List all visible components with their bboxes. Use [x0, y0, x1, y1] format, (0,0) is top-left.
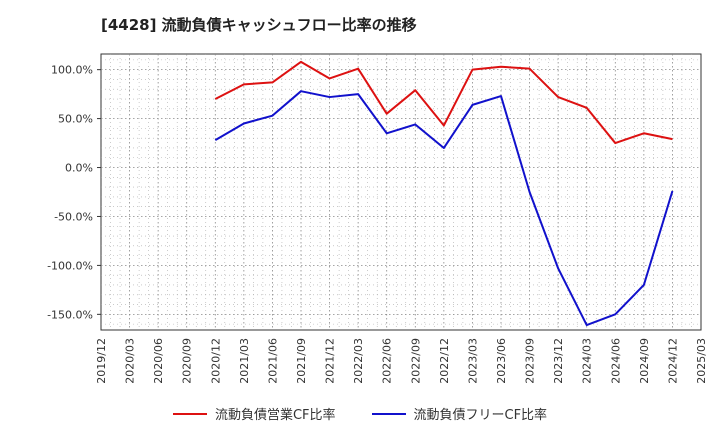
x-tick-label: 2023/09 — [524, 338, 537, 384]
x-tick-label: 2024/03 — [581, 338, 594, 384]
legend-label-free-cf: 流動負債フリーCF比率 — [413, 408, 548, 423]
x-tick-label: 2020/12 — [209, 338, 222, 384]
y-tick-label: 50.0% — [58, 113, 93, 126]
x-tick-label: 2025/03 — [695, 338, 708, 384]
plot-area — [100, 53, 702, 331]
series-lines — [214, 60, 674, 327]
x-tick-label: 2021/09 — [295, 338, 308, 384]
x-tick-label: 2024/09 — [638, 338, 651, 384]
x-tick-label: 2023/03 — [466, 338, 479, 384]
x-axis: 2019/12 2020/03 2020/06 2020/09 2020/12 2021/… — [95, 338, 708, 384]
y-tick-label: -50.0% — [54, 210, 93, 223]
x-tick-label: 2024/12 — [666, 338, 679, 384]
grid-lines — [101, 54, 701, 330]
x-tick-label: 2022/09 — [409, 338, 422, 384]
x-tick-label: 2022/12 — [438, 338, 451, 384]
x-tick-label: 2024/06 — [609, 338, 622, 384]
x-tick-label: 2020/06 — [152, 338, 165, 384]
legend-item-operating-cf: 流動負債営業CF比率 — [172, 404, 336, 423]
x-tick-label: 2023/12 — [552, 338, 565, 384]
legend-item-free-cf: 流動負債フリーCF比率 — [371, 404, 548, 423]
x-tick-label: 2021/06 — [266, 338, 279, 384]
y-tick-label: -150.0% — [47, 308, 93, 321]
chart-title: [4428] 流動負債キャッシュフロー比率の推移 — [101, 16, 417, 34]
x-tick-label: 2022/06 — [381, 338, 394, 384]
y-tick-label: -100.0% — [47, 259, 93, 272]
legend-swatch-free-cf — [371, 412, 406, 415]
legend-label-operating-cf: 流動負債営業CF比率 — [214, 408, 336, 423]
x-tick-label: 2023/06 — [495, 338, 508, 384]
y-tick-label: 0.0% — [65, 162, 93, 175]
x-tick-label: 2021/12 — [324, 338, 337, 384]
x-tick-label: 2019/12 — [95, 338, 108, 384]
x-tick-label: 2020/09 — [181, 338, 194, 384]
y-axis: 100.0% 50.0% 0.0% -50.0% -100.0% -150.0% — [47, 64, 101, 321]
x-tick-label: 2020/03 — [124, 338, 137, 384]
legend: 流動負債営業CF比率 流動負債フリーCF比率 — [0, 404, 720, 423]
legend-swatch-operating-cf — [172, 412, 207, 415]
x-tick-label: 2022/03 — [352, 338, 365, 384]
x-tick-label: 2021/03 — [238, 338, 251, 384]
y-tick-label: 100.0% — [51, 64, 93, 77]
